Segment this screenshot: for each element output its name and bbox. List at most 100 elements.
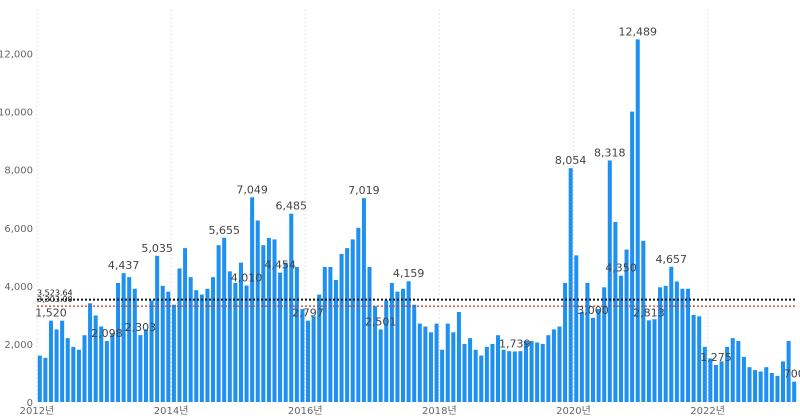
bar	[574, 255, 579, 402]
bar	[702, 346, 707, 402]
x-tick-label: 2022년	[690, 405, 725, 417]
bar	[697, 316, 702, 402]
x-axis: 2012년 2014년 2016년 2018년 2020년 2022년	[20, 405, 725, 417]
bar	[132, 288, 137, 402]
bar	[306, 320, 311, 402]
bar	[451, 332, 456, 402]
bar	[339, 253, 344, 402]
bar	[88, 303, 93, 402]
bar	[211, 277, 216, 402]
x-tick-label: 2016년	[288, 405, 323, 417]
data-label: 2,303	[125, 321, 157, 334]
bar	[479, 355, 484, 402]
reference-line-label: 3,523.64	[37, 289, 73, 298]
y-tick-label: 6,000	[4, 224, 33, 235]
bar	[613, 221, 618, 402]
bar	[216, 245, 221, 402]
bar	[753, 370, 758, 402]
bar	[563, 282, 568, 402]
bar	[652, 319, 657, 402]
bar	[356, 227, 361, 402]
bar	[104, 341, 109, 402]
bar	[496, 335, 501, 402]
bar	[384, 300, 389, 402]
data-label: 4,010	[231, 272, 263, 285]
bar	[529, 341, 534, 402]
data-label: 4,454	[264, 259, 296, 272]
bar	[333, 280, 338, 402]
bar	[786, 341, 791, 402]
data-labels: 1,520 2,098 4,437 2,303 5,035 5,655 4,010 7,049…	[35, 25, 800, 380]
bar	[317, 294, 322, 402]
bar	[389, 282, 394, 402]
y-tick-label: 8,000	[4, 166, 33, 177]
y-tick-label: 12,000	[0, 50, 33, 61]
bar	[183, 248, 188, 402]
bar	[233, 282, 238, 402]
bar	[423, 326, 428, 402]
bar	[719, 361, 724, 402]
data-label: 1,275	[700, 351, 732, 364]
data-label: 6,485	[276, 200, 308, 213]
bar	[71, 346, 76, 402]
data-label: 3,000	[577, 304, 609, 317]
bar	[775, 375, 780, 402]
bar	[222, 237, 227, 402]
bar	[367, 266, 372, 402]
bar	[440, 349, 445, 402]
bar	[205, 288, 210, 402]
bar	[635, 39, 640, 402]
data-label: 700	[784, 368, 800, 381]
bar	[658, 287, 663, 402]
data-label: 4,350	[605, 262, 637, 275]
bar	[507, 351, 512, 402]
data-label: 2,813	[633, 306, 665, 319]
bar	[490, 343, 495, 402]
bar	[781, 361, 786, 402]
bar	[641, 240, 646, 402]
x-tick-label: 2012년	[20, 405, 55, 417]
data-label: 5,655	[208, 224, 240, 237]
bar	[171, 304, 176, 402]
bar	[624, 249, 629, 402]
bar	[378, 329, 383, 402]
data-label: 12,489	[618, 25, 657, 38]
bar	[680, 288, 685, 402]
bar	[116, 282, 121, 402]
bar	[708, 358, 713, 402]
bar	[618, 275, 623, 402]
bar	[725, 346, 730, 402]
bar	[395, 291, 400, 402]
bar	[434, 323, 439, 402]
bar	[54, 329, 59, 402]
bar	[177, 268, 182, 402]
bar	[535, 342, 540, 402]
bar	[160, 285, 165, 402]
bar	[82, 335, 87, 402]
bar	[238, 262, 243, 402]
data-label: 4,657	[656, 253, 688, 266]
bar	[484, 346, 489, 402]
bar	[37, 355, 42, 402]
data-label: 2,797	[292, 307, 324, 320]
bar	[261, 245, 266, 402]
bar	[456, 311, 461, 402]
bar	[155, 255, 160, 402]
bar	[428, 332, 433, 402]
bar	[65, 338, 70, 402]
bar	[568, 168, 573, 402]
bar	[758, 371, 763, 402]
bar	[361, 198, 366, 402]
bar	[93, 315, 98, 402]
bar	[741, 356, 746, 402]
bar	[518, 351, 523, 402]
bar	[674, 281, 679, 402]
bar	[462, 343, 467, 402]
bar	[328, 266, 333, 402]
data-label: 8,054	[555, 154, 587, 167]
y-tick-label: 4,000	[4, 282, 33, 293]
data-label: 7,049	[236, 183, 268, 196]
bar	[294, 266, 299, 402]
y-tick-label: 2,000	[4, 340, 33, 351]
